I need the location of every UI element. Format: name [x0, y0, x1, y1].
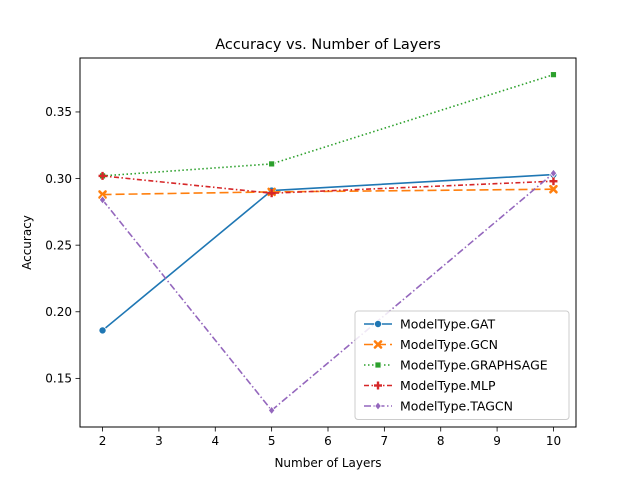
data-point	[268, 160, 276, 168]
x-axis-label: Number of Layers	[274, 456, 381, 470]
series-modeltype-graphsage	[99, 71, 557, 180]
data-point	[549, 184, 558, 194]
legend-marker	[374, 361, 382, 369]
plot-series	[98, 71, 558, 415]
y-tick-label: 0.35	[45, 105, 72, 119]
legend-box	[354, 310, 570, 420]
y-tick-label: 0.25	[45, 238, 72, 252]
y-tick-label: 0.15	[45, 372, 72, 386]
series-modeltype-mlp	[98, 171, 558, 198]
legend-entry: ModelType.GCN	[364, 337, 498, 352]
x-tick-label: 8	[437, 434, 445, 448]
y-tick-label: 0.20	[45, 305, 72, 319]
data-point	[98, 190, 107, 199]
legend-marker	[374, 381, 382, 390]
series-line	[101, 172, 554, 412]
series-modeltype-gat	[98, 170, 558, 335]
legend: ModelType.GAT ModelType.GCN ModelType.GRAP…	[354, 310, 570, 420]
data-point	[549, 177, 558, 186]
data-point	[98, 171, 107, 180]
x-tick-label: 4	[211, 434, 219, 448]
legend-label: ModelType.GCN	[400, 337, 498, 352]
legend-entry: ModelType.TAGCN	[364, 399, 513, 414]
y-axis-ticks: 0.15 0.20 0.25 0.30 0.35	[45, 105, 80, 386]
x-tick-label: 2	[99, 434, 107, 448]
x-axis-ticks: 2 3 4 5 6 7 8 9 10	[99, 427, 561, 448]
data-point	[549, 168, 558, 178]
legend-entry: ModelType.MLP	[364, 378, 496, 393]
x-tick-label: 5	[268, 434, 276, 448]
x-tick-label: 7	[381, 434, 389, 448]
legend-label: ModelType.MLP	[400, 378, 496, 393]
legend-entry: ModelType.GRAPHSAGE	[364, 358, 548, 373]
data-point	[98, 326, 107, 335]
data-point	[98, 195, 107, 205]
y-tick-label: 0.30	[45, 172, 72, 186]
data-point	[550, 71, 557, 79]
legend-label: ModelType.GAT	[400, 317, 495, 332]
y-axis-label: Accuracy	[20, 215, 34, 270]
legend-label: ModelType.GRAPHSAGE	[400, 358, 548, 373]
legend-label: ModelType.TAGCN	[400, 399, 513, 414]
x-tick-label: 6	[324, 434, 332, 448]
legend-entry: ModelType.GAT	[364, 317, 495, 332]
legend-marker	[373, 319, 382, 328]
legend-marker	[373, 340, 383, 349]
series-line	[102, 173, 554, 332]
chart-title: Accuracy vs. Number of Layers	[215, 37, 441, 53]
x-tick-label: 3	[155, 434, 163, 448]
series-modeltype-tagcn	[98, 168, 558, 415]
data-point	[267, 405, 276, 415]
series-line	[102, 73, 554, 177]
x-tick-label: 10	[546, 434, 561, 448]
legend-marker	[374, 401, 382, 411]
data-point	[267, 189, 276, 198]
x-tick-label: 9	[493, 434, 501, 448]
